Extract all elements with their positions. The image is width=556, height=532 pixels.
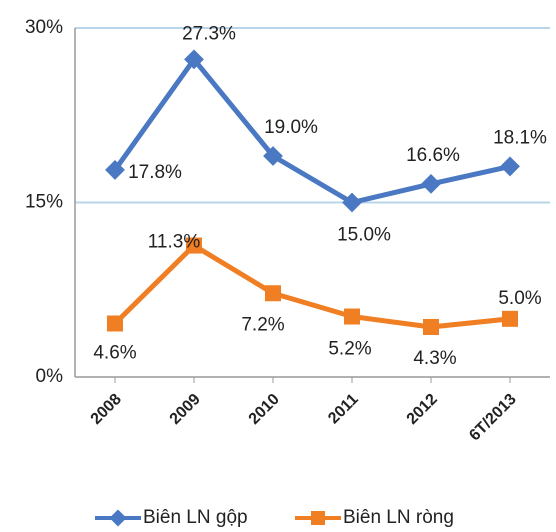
x-tick-label: 2010 [246, 391, 283, 428]
marker [344, 308, 360, 325]
data-label: 11.3% [148, 232, 201, 253]
marker [342, 192, 362, 213]
marker [107, 315, 123, 332]
data-label: 17.8% [128, 162, 182, 183]
legend-marker [311, 511, 325, 525]
x-tick-label: 2009 [167, 391, 204, 428]
marker [423, 318, 439, 335]
marker [105, 160, 125, 180]
data-label: 27.3% [182, 23, 236, 44]
marker [265, 285, 281, 302]
line [113, 243, 511, 330]
marker [500, 156, 520, 177]
marker [421, 173, 441, 194]
x-tick-label: 2008 [88, 391, 125, 428]
x-tick-label: 2011 [325, 391, 362, 428]
data-label: 19.0% [264, 117, 318, 138]
data-label: 18.1% [493, 127, 547, 148]
data-label: 16.6% [406, 145, 460, 166]
legend-label: Biên LN ròng [343, 507, 454, 528]
data-label: 5.2% [328, 339, 371, 360]
data-label: 15.0% [337, 225, 391, 246]
x-tick-label: 2012 [404, 391, 441, 428]
data-label: 7.2% [241, 314, 284, 335]
legend-label: Biên LN gộp [143, 507, 248, 528]
legend-marker [109, 509, 127, 527]
marker [502, 310, 518, 327]
data-label: 5.0% [498, 288, 541, 309]
data-label: 4.6% [93, 343, 136, 364]
x-tick-label: 6T/2013 [466, 391, 520, 445]
y-tick-label: 15% [25, 192, 63, 213]
y-tick-label: 0% [36, 366, 64, 387]
line [112, 56, 511, 205]
data-label: 4.3% [413, 348, 456, 369]
y-tick-label: 30% [25, 17, 63, 38]
marker [186, 237, 202, 254]
marker [263, 146, 283, 166]
